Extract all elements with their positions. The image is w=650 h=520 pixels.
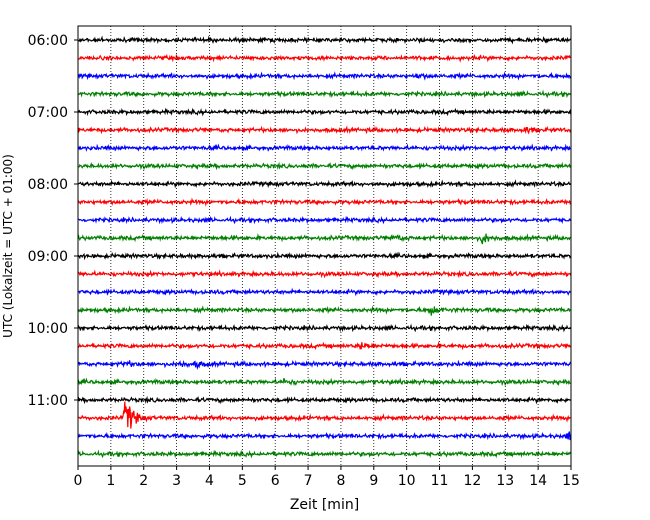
traces-layer bbox=[77, 35, 572, 459]
grid-layer bbox=[110, 26, 539, 466]
trace-0600 bbox=[77, 35, 572, 45]
x-tick-label-10: 10 bbox=[398, 473, 416, 489]
y-tick-label-0600: 06:00 bbox=[28, 33, 68, 49]
x-tick-label-2: 2 bbox=[139, 473, 148, 489]
x-tick-label-15: 15 bbox=[562, 473, 580, 489]
trace-1100 bbox=[77, 395, 571, 405]
trace-1045 bbox=[77, 377, 571, 387]
trace-0930 bbox=[77, 287, 572, 297]
x-tick-label-1: 1 bbox=[106, 473, 115, 489]
plot-frame bbox=[77, 25, 572, 467]
x-tick-label-0: 0 bbox=[74, 473, 83, 489]
x-axis-title: Zeit [min] bbox=[290, 497, 359, 513]
trace-0715 bbox=[77, 125, 572, 135]
x-tick-label-4: 4 bbox=[205, 473, 214, 489]
trace-0830 bbox=[77, 215, 572, 225]
x-tick-label-12: 12 bbox=[463, 473, 481, 489]
y-tick-label-1100: 11:00 bbox=[28, 393, 68, 409]
trace-0845 bbox=[77, 233, 571, 245]
y-tick-label-1000: 10:00 bbox=[28, 321, 68, 337]
x-axis: 0 1 2 3 4 5 6 7 8 9 10 11 12 13 14 15 bbox=[74, 466, 580, 489]
y-tick-label-0900: 09:00 bbox=[28, 249, 68, 265]
trace-0800 bbox=[77, 179, 572, 189]
y-axis: 06:00 07:00 08:00 09:00 10:00 11:00 bbox=[28, 33, 78, 409]
x-tick-label-14: 14 bbox=[529, 473, 547, 489]
trace-0900 bbox=[77, 251, 572, 261]
x-tick-label-5: 5 bbox=[238, 473, 247, 489]
trace-1015 bbox=[77, 341, 572, 351]
trace-1130 bbox=[77, 431, 572, 441]
x-tick-label-8: 8 bbox=[336, 473, 345, 489]
y-tick-label-0700: 07:00 bbox=[28, 105, 68, 121]
trace-1000 bbox=[77, 323, 572, 333]
trace-0615 bbox=[77, 53, 571, 63]
x-tick-label-3: 3 bbox=[172, 473, 181, 489]
trace-0645 bbox=[77, 89, 572, 99]
x-tick-label-11: 11 bbox=[431, 473, 449, 489]
trace-0730 bbox=[77, 143, 572, 153]
trace-0745 bbox=[77, 161, 572, 171]
trace-1145 bbox=[77, 449, 572, 459]
y-axis-title: UTC (Lokalzeit = UTC + 01:00) bbox=[1, 154, 15, 338]
trace-1030 bbox=[77, 359, 572, 371]
trace-0915 bbox=[77, 269, 572, 279]
x-tick-label-9: 9 bbox=[369, 473, 378, 489]
trace-0630 bbox=[77, 71, 572, 81]
trace-0700 bbox=[77, 107, 572, 117]
x-tick-label-13: 13 bbox=[496, 473, 514, 489]
x-tick-label-6: 6 bbox=[271, 473, 280, 489]
trace-1115 bbox=[77, 401, 571, 429]
x-tick-label-7: 7 bbox=[304, 473, 313, 489]
trace-0815 bbox=[77, 197, 572, 207]
y-tick-label-0800: 08:00 bbox=[28, 177, 68, 193]
trace-0945 bbox=[77, 305, 571, 316]
